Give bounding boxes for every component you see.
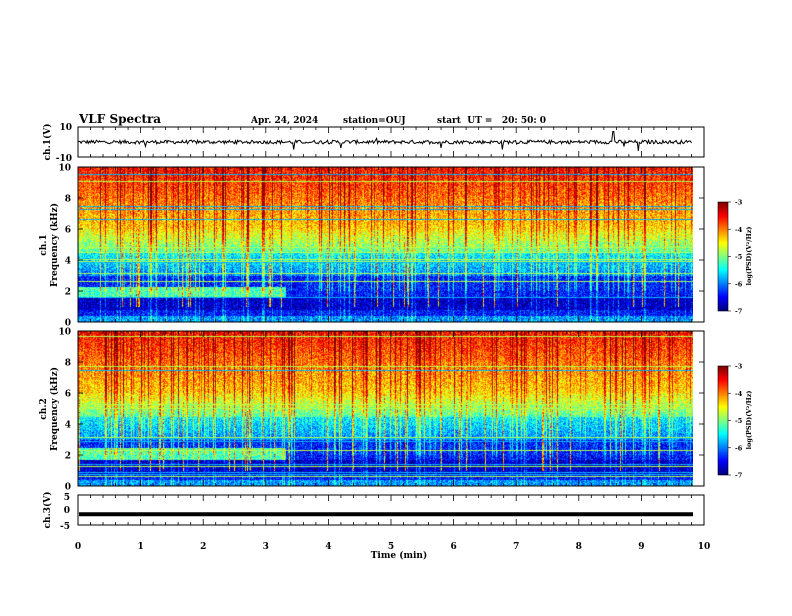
date-label: Apr. 24, 2024 [250, 116, 318, 126]
ch1-spectrogram-yticks: 0 2 4 6 8 10 [58, 164, 704, 329]
ch2-colorbar-ticks: -3 -4 -5 -6 -7 [728, 363, 743, 480]
time-tick-label: 7 [513, 542, 519, 552]
ch1-spectrogram-panel: 0 2 4 6 8 10 ch.1 Frequency (kHz) [39, 164, 705, 329]
time-axis-tick-labels: 0 1 2 3 4 5 6 7 8 9 10 [75, 542, 710, 552]
ch3-xticks [77, 495, 705, 525]
ch1-colorbar-label: log(PSD)(V²/Hz) [745, 227, 753, 286]
frequency-tick-label: 6 [65, 390, 71, 400]
colorbar-tick-label: -3 [735, 363, 743, 371]
start-time-label: start UT = 20: 50: 0 [437, 116, 546, 126]
time-tick-label: 3 [263, 542, 269, 552]
ch2-spectrogram-yticks: 0 2 4 6 8 10 [58, 328, 704, 493]
figure-title: VLF Spectra [78, 112, 161, 126]
colorbar-tick-label: -7 [735, 308, 742, 316]
colorbar-tick-label: -5 [735, 253, 743, 261]
ch2-frequency-label: Frequency (kHz) [49, 367, 60, 451]
frequency-tick-label: 2 [65, 288, 71, 298]
ch2-spectrogram-xticks [77, 331, 705, 486]
station-label: station=OUJ [343, 116, 406, 126]
frequency-tick-label: 4 [65, 421, 71, 431]
ch3-ytick-top: 5 [64, 493, 70, 503]
colorbar-tick-label: -6 [735, 444, 743, 452]
ch3-ytick-mid: 0 [64, 506, 70, 516]
time-tick-label: 10 [698, 542, 711, 552]
ch2-spectrogram-panel: 0 2 4 6 8 10 ch.2 Frequency (kHz) [39, 328, 705, 493]
colorbar-tick-label: -5 [735, 417, 743, 425]
frequency-tick-label: 10 [58, 164, 71, 174]
ch1-colorbar: -3 -4 -5 -6 -7 log(PSD)(V²/Hz) [717, 199, 753, 316]
ch2-spectrogram-image [78, 331, 693, 486]
ch1-ylabel: ch.1(V) [42, 124, 53, 161]
time-tick-label: 6 [450, 542, 456, 552]
frequency-tick-label: 0 [65, 319, 71, 329]
ch1-waveform-trace [77, 131, 692, 152]
ch2-colorbar-gradient [718, 366, 728, 475]
frequency-tick-label: 8 [65, 359, 71, 369]
frequency-tick-label: 0 [65, 483, 71, 493]
ch3-ytick-bottom: -5 [60, 522, 70, 532]
time-tick-label: 5 [388, 542, 394, 552]
frequency-tick-label: 10 [58, 328, 71, 338]
ch1-ytick-bottom: -10 [56, 154, 72, 164]
ch3-panel: 5 0 -5 ch.3(V) [42, 492, 705, 532]
frequency-tick-label: 2 [65, 452, 71, 462]
ch1-ytick-top: 10 [59, 123, 72, 133]
colorbar-tick-label: -4 [735, 390, 743, 398]
ch1-colorbar-ticks: -3 -4 -5 -6 -7 [728, 199, 743, 316]
time-axis-label: Time (min) [371, 550, 428, 561]
frequency-tick-label: 4 [65, 257, 71, 267]
frequency-tick-label: 6 [65, 226, 71, 236]
time-tick-label: 2 [200, 542, 206, 552]
colorbar-tick-label: -3 [735, 199, 743, 207]
colorbar-tick-label: -7 [735, 472, 742, 480]
time-tick-label: 9 [638, 542, 644, 552]
time-tick-label: 8 [576, 542, 582, 552]
ch1-spectrogram-xticks [77, 167, 705, 322]
ch1-colorbar-gradient [718, 202, 728, 311]
ch2-colorbar: -3 -4 -5 -6 -7 log(PSD)(V²/Hz) [717, 363, 753, 480]
ch2-channel-label: ch.2 [39, 398, 49, 419]
colorbar-tick-label: -6 [735, 280, 743, 288]
ch3-ylabel: ch.3(V) [42, 492, 53, 529]
ch1-channel-label: ch.1 [39, 234, 49, 255]
ch1-xticks [77, 127, 705, 157]
ch1-panel: 10 -10 ch.1(V) [42, 123, 705, 164]
ch2-colorbar-label: log(PSD)(V²/Hz) [745, 391, 753, 450]
time-tick-label: 1 [137, 542, 143, 552]
colorbar-tick-label: -4 [735, 226, 743, 234]
time-tick-label: 0 [75, 542, 81, 552]
frequency-tick-label: 8 [65, 195, 71, 205]
time-tick-label: 4 [325, 542, 331, 552]
ch1-spectrogram-image [78, 167, 693, 322]
ch1-frequency-label: Frequency (kHz) [49, 203, 60, 287]
